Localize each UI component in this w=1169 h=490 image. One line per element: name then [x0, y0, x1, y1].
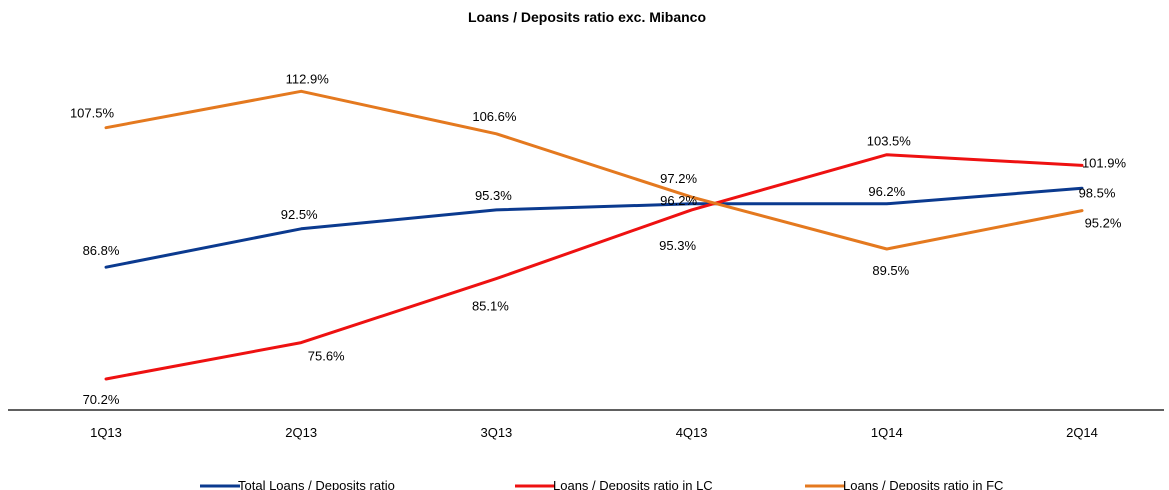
legend-label: Loans / Deposits ratio in FC [843, 478, 1003, 490]
chart-title: Loans / Deposits ratio exc. Mibanco [468, 9, 706, 25]
x-tick-label: 1Q13 [90, 425, 122, 440]
legend-item: Loans / Deposits ratio in LC [515, 478, 713, 490]
data-label: 97.2% [660, 171, 697, 186]
data-label: 95.3% [659, 238, 696, 253]
data-label: 98.5% [1079, 185, 1116, 200]
data-label: 70.2% [83, 392, 120, 407]
legend-label: Total Loans / Deposits ratio [238, 478, 395, 490]
series-layer [104, 89, 1084, 381]
data-label: 86.8% [83, 243, 120, 258]
data-label: 92.5% [281, 207, 318, 222]
x-tick-label: 4Q13 [676, 425, 708, 440]
x-tick-layer: 1Q13 2Q13 3Q13 4Q13 1Q14 2Q14 [90, 425, 1098, 440]
series-line-2 [104, 153, 1084, 381]
legend: Total Loans / Deposits ratio Loans / Depo… [200, 478, 1003, 490]
data-label: 112.9% [286, 71, 330, 86]
data-label: 89.5% [872, 263, 909, 278]
data-label: 85.1% [472, 299, 509, 314]
x-tick-label: 3Q13 [480, 425, 512, 440]
data-label: 101.9% [1082, 155, 1127, 170]
legend-item: Total Loans / Deposits ratio [200, 478, 395, 490]
legend-label: Loans / Deposits ratio in LC [553, 478, 713, 490]
data-label: 95.2% [1085, 216, 1122, 231]
data-label: 107.5% [70, 106, 115, 121]
data-label: 75.6% [308, 349, 345, 364]
legend-item: Loans / Deposits ratio in FC [805, 478, 1003, 490]
data-label: 103.5% [867, 134, 912, 149]
data-label-layer: 86.8% 92.5% 95.3% 96.2% 96.2% 98.5% 70.2% 75.6%… [70, 71, 1127, 407]
series-line-1 [104, 186, 1084, 269]
x-tick-label: 2Q13 [285, 425, 317, 440]
series-line-3 [104, 89, 1084, 251]
x-tick-label: 1Q14 [871, 425, 903, 440]
data-label: 96.2% [868, 184, 905, 199]
x-tick-label: 2Q14 [1066, 425, 1098, 440]
data-label: 106.6% [472, 109, 517, 124]
data-label: 96.2% [660, 193, 697, 208]
data-label: 95.3% [475, 188, 512, 203]
